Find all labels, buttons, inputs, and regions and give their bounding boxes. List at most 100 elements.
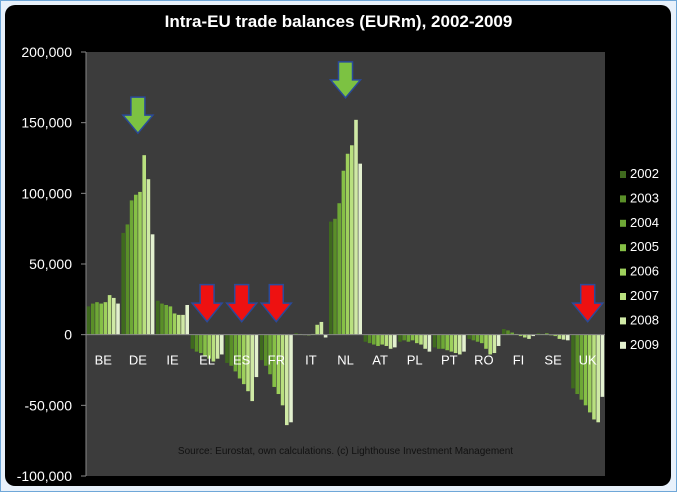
bar-AT-2008 — [388, 334, 393, 349]
legend-label: 2007 — [630, 288, 659, 303]
y-tick-label: 0 — [64, 327, 72, 343]
x-tick-label: FI — [513, 353, 525, 368]
bar-IT-2007 — [315, 324, 319, 335]
bar-UK-2007 — [592, 334, 596, 420]
bar-FR-2004 — [268, 334, 272, 375]
bar-BE-2007 — [107, 295, 112, 335]
bar-NL-2003 — [333, 218, 337, 335]
arrow-annotations — [121, 61, 605, 323]
x-tick-label: ES — [233, 353, 251, 368]
bar-ES-2003 — [229, 334, 233, 366]
bar-FR-2006 — [276, 334, 281, 395]
y-tick-label: 50,000 — [29, 256, 72, 272]
bar-NL-2008 — [354, 119, 358, 335]
bar-DE-2003 — [125, 224, 130, 335]
bar-PT-2008 — [458, 334, 462, 355]
bar-FI-2003 — [506, 330, 510, 335]
bar-BE-2004 — [95, 302, 99, 335]
bar-IE-2007 — [177, 314, 181, 335]
x-tick-label: UK — [579, 353, 597, 368]
bar-SE-2002 — [536, 333, 541, 335]
legend-swatch — [620, 341, 626, 349]
bar-AT-2004 — [372, 334, 376, 345]
bar-FR-2008 — [285, 334, 289, 426]
bar-IE-2006 — [172, 313, 177, 335]
bar-ES-2008 — [250, 334, 254, 402]
x-tick-label: IT — [305, 353, 317, 368]
bar-FI-2009 — [531, 334, 535, 337]
bar-FI-2002 — [502, 329, 506, 335]
bar-IE-2004 — [164, 304, 168, 335]
arrow-NL-icon — [328, 61, 363, 100]
chart-title: Intra-EU trade balances (EURm), 2002-200… — [164, 12, 513, 31]
source-note: Source: Eurostat, own calculations. (c) … — [178, 446, 513, 457]
y-tick-label: 150,000 — [21, 115, 72, 131]
bar-DE-2008 — [146, 179, 151, 335]
bar-AT-2005 — [376, 334, 380, 346]
legend-swatch — [620, 244, 626, 252]
x-tick-label: NL — [337, 353, 354, 368]
arrow-DE-icon — [121, 96, 155, 135]
x-tick-label: PT — [441, 353, 458, 368]
bar-SE-2008 — [561, 334, 566, 340]
bar-FR-2007 — [280, 334, 285, 406]
legend-label: 2008 — [630, 312, 659, 327]
plot-area — [86, 52, 605, 476]
bar-NL-2005 — [341, 170, 346, 335]
bar-ES-2006 — [242, 334, 246, 385]
bar-PL-2002 — [398, 334, 402, 342]
bar-PT-2003 — [437, 334, 441, 349]
bar-BE-2002 — [86, 306, 91, 335]
bar-PL-2003 — [402, 334, 406, 341]
arrow-FR-icon — [259, 283, 293, 323]
y-tick-label: -50,000 — [25, 397, 73, 413]
legend-swatch — [620, 171, 626, 178]
bar-NL-2006 — [345, 153, 350, 335]
arrow-ES-icon — [225, 283, 259, 323]
y-tick-label: 200,000 — [21, 44, 72, 60]
bar-DE-2002 — [121, 232, 125, 335]
y-tick-label: 100,000 — [21, 185, 72, 201]
bar-PL-2006 — [415, 334, 419, 344]
bar-BE-2005 — [99, 303, 103, 335]
legend-label: 2004 — [630, 215, 659, 230]
bar-RO-2008 — [492, 334, 497, 354]
bar-AT-2007 — [384, 334, 389, 346]
bars-group — [86, 119, 605, 426]
bar-RO-2007 — [488, 334, 492, 355]
arrow-EL-icon — [190, 283, 224, 323]
bar-EL-2004 — [199, 334, 203, 354]
bar-ES-2004 — [233, 334, 238, 372]
x-tick-label: FR — [268, 353, 285, 368]
bar-PT-2006 — [449, 334, 454, 352]
legend-swatch — [620, 195, 626, 203]
legend-label: 2006 — [630, 264, 659, 279]
bar-EL-2006 — [207, 334, 211, 359]
bar-DE-2009 — [150, 234, 155, 335]
bar-FR-2009 — [289, 334, 293, 423]
bar-UK-2009 — [600, 334, 605, 397]
bar-AT-2002 — [363, 334, 368, 342]
bar-SE-2004 — [545, 333, 549, 335]
arrow-UK-icon — [571, 283, 605, 323]
x-tick-label: EL — [199, 353, 215, 368]
bar-UK-2002 — [571, 334, 575, 389]
bar-PT-2005 — [445, 334, 449, 351]
x-axis: BE DE IE EL ES FR IT NL AT PL PT RO FI SE UK — [86, 334, 605, 368]
bar-UK-2003 — [575, 334, 579, 395]
bar-DE-2006 — [138, 191, 142, 335]
bar-NL-2004 — [337, 203, 341, 335]
bar-IE-2005 — [168, 306, 173, 335]
bar-IE-2008 — [181, 314, 185, 335]
bar-UK-2004 — [579, 334, 584, 400]
bar-AT-2003 — [367, 334, 372, 344]
bar-IT-2002 — [294, 333, 298, 335]
bar-PT-2002 — [432, 334, 437, 348]
x-tick-label: PL — [407, 353, 423, 368]
bar-IE-2002 — [156, 300, 160, 335]
bar-EL-2007 — [211, 334, 216, 362]
bar-BE-2009 — [116, 303, 120, 335]
bar-FI-2006 — [518, 334, 523, 337]
x-tick-label: IE — [166, 353, 179, 368]
